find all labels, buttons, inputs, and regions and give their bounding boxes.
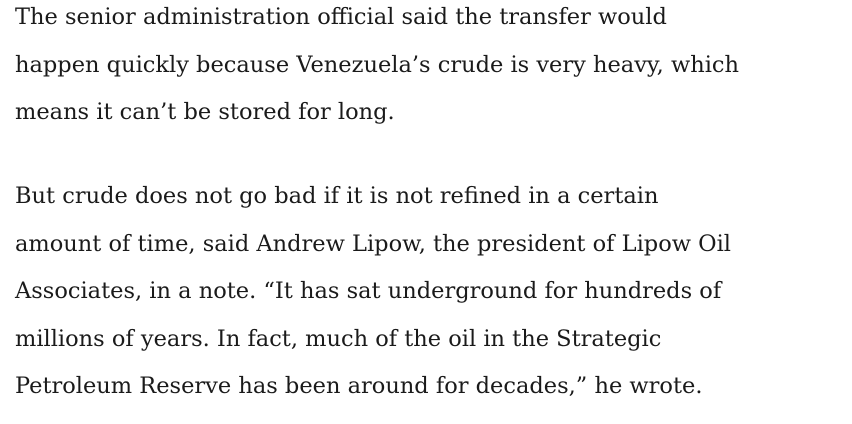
paragraph: The senior administration official said …: [15, 0, 739, 137]
text-line: Petroleum Reserve has been around for de…: [15, 373, 703, 399]
text-line: happen quickly because Venezuela’s crude…: [15, 51, 739, 78]
text-line: But crude does not go bad if it is not r…: [15, 183, 659, 209]
text-line: The senior administration official said …: [15, 4, 667, 30]
text-line: millions of years. In fact, much of the …: [15, 325, 662, 352]
text-line: amount of time, said Andrew Lipow, the p…: [15, 230, 731, 257]
paragraph: But crude does not go bad if it is not r…: [15, 173, 731, 411]
text-line: means it can’t be stored for long.: [15, 99, 395, 125]
text-line: Associates, in a note. “It has sat under…: [15, 278, 722, 304]
